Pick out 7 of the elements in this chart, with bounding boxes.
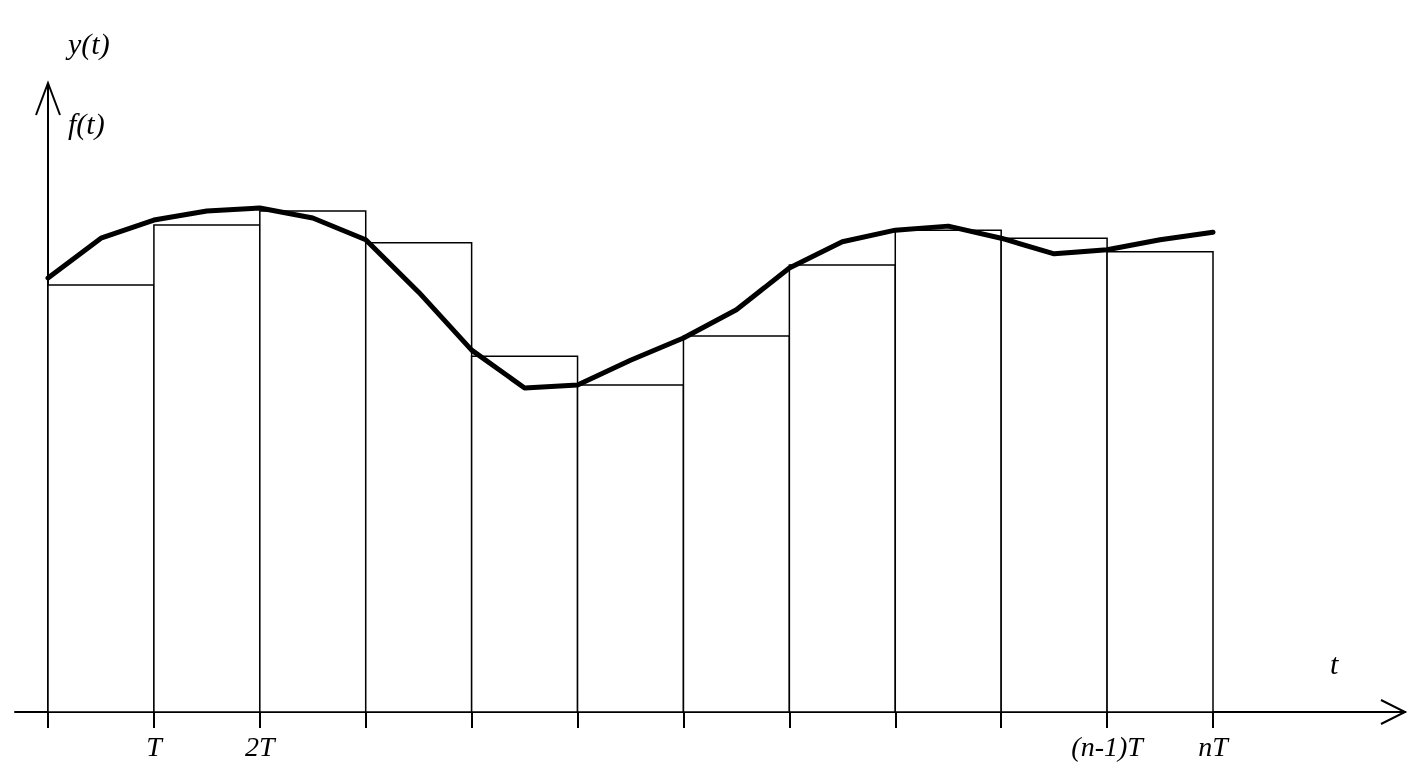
- x-tick-label: 2T: [245, 730, 278, 762]
- x-tick-label: T: [146, 730, 165, 762]
- x-tick-label: (n-1)T: [1071, 730, 1146, 762]
- x-tick-label: nT: [1198, 730, 1231, 762]
- y-axis-title: y(t): [65, 26, 110, 61]
- x-axis-title: t: [1330, 646, 1339, 680]
- text: f(t): [68, 106, 105, 141]
